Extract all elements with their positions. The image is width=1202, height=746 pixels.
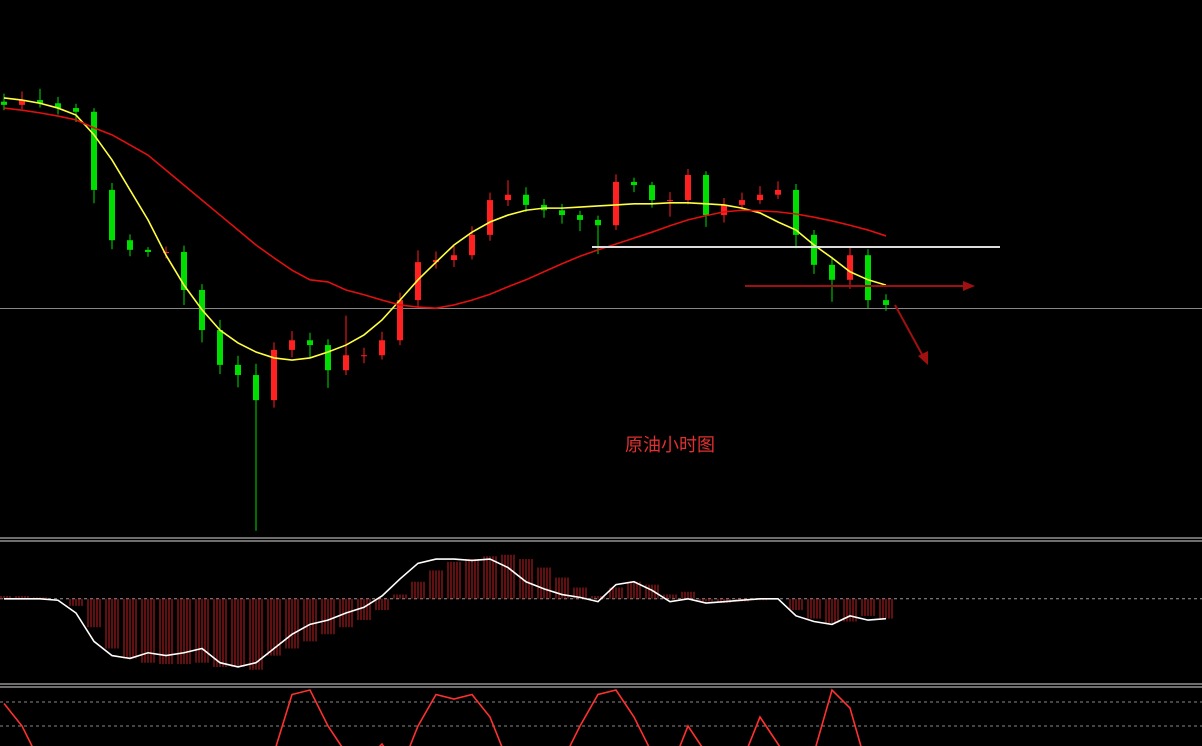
candle-body	[487, 200, 493, 235]
candle-body	[307, 340, 313, 346]
candle-body	[451, 255, 457, 261]
macd-line	[4, 558, 887, 668]
candle-body	[703, 174, 709, 216]
candle-body	[685, 174, 691, 201]
down-arrow	[894, 304, 925, 359]
candle-body	[217, 330, 223, 365]
candle-body	[235, 364, 241, 376]
candle-body	[145, 249, 151, 252]
candle-body	[397, 300, 403, 341]
candle-body	[37, 100, 43, 104]
candle-body	[613, 181, 619, 226]
candle-body	[559, 210, 565, 216]
candle-body	[127, 240, 133, 250]
candle-body	[829, 264, 835, 280]
candle-body	[523, 194, 529, 205]
candle-body	[361, 355, 367, 357]
candle-body	[109, 189, 115, 241]
candle-body	[289, 340, 295, 350]
moving-average	[3, 107, 887, 309]
candle-body	[91, 111, 97, 190]
candle-body	[415, 262, 421, 301]
candle-body	[757, 194, 763, 201]
candle-body	[631, 181, 637, 186]
candle-body	[163, 251, 169, 253]
candle-body	[505, 194, 511, 201]
candle-body	[847, 255, 853, 280]
candle-body	[379, 340, 385, 356]
arrow-head	[963, 281, 975, 291]
oscillator-line	[3, 688, 862, 746]
candle-body	[271, 349, 277, 401]
moving-average	[3, 97, 887, 361]
candle-body	[649, 185, 655, 201]
candle-body	[1, 101, 7, 105]
candle-body	[73, 108, 79, 112]
candle-body	[469, 234, 475, 256]
candle-body	[181, 251, 187, 290]
candle-body	[55, 103, 61, 109]
arrow-head	[918, 351, 928, 365]
candle-body	[595, 219, 601, 226]
candle-body	[811, 234, 817, 265]
candle-body	[721, 204, 727, 216]
candle-body	[253, 375, 259, 401]
candle-body	[775, 189, 781, 195]
chart-title: 原油小时图	[625, 435, 715, 456]
candle-body	[343, 355, 349, 371]
candle-body	[325, 345, 331, 371]
candle-body	[739, 200, 745, 205]
candle-body	[577, 215, 583, 220]
candle-body	[19, 100, 25, 105]
candle-body	[883, 300, 889, 305]
candle-body	[793, 189, 799, 235]
candle-body	[865, 255, 871, 301]
candle-body	[667, 200, 673, 202]
